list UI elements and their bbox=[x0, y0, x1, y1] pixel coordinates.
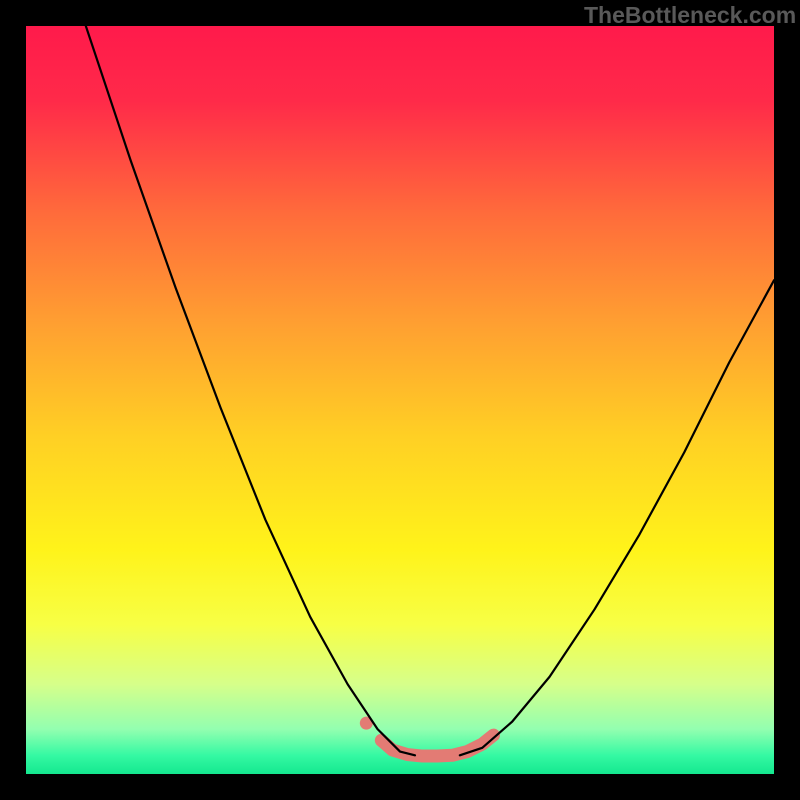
chart-frame: TheBottleneck.com bbox=[0, 0, 800, 800]
bottleneck-curve-left bbox=[86, 26, 415, 755]
bottleneck-curve-right bbox=[460, 280, 774, 755]
chart-svg bbox=[0, 0, 800, 800]
optimal-range-band bbox=[381, 735, 493, 756]
